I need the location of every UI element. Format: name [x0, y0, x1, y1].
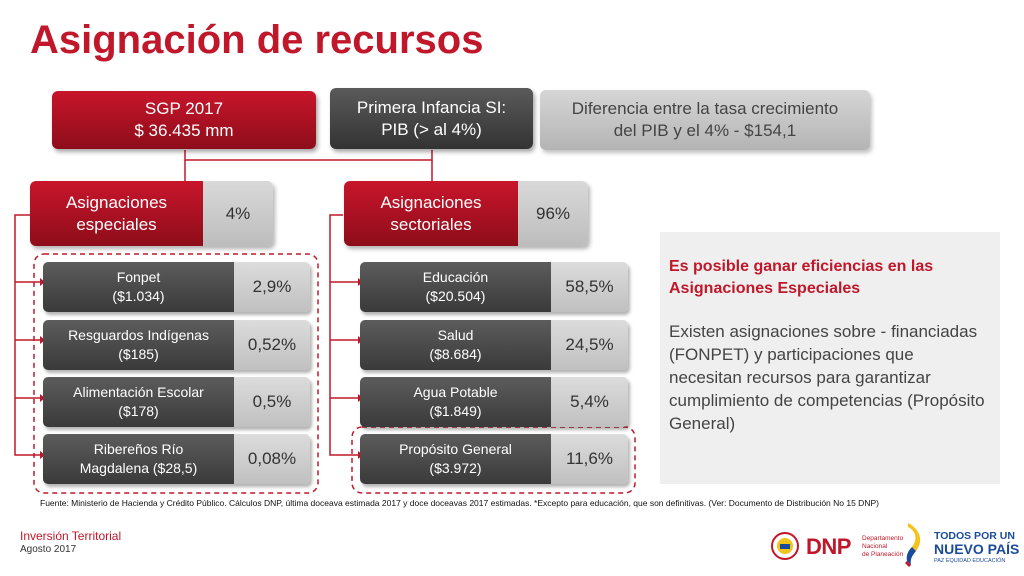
dnp-text1: Departamento: [862, 535, 904, 542]
dashed-group-proposito: [351, 426, 636, 494]
item-percent: 58,5%: [551, 262, 628, 312]
item-label-line1: Fonpet: [116, 269, 161, 285]
footer-date: Agosto 2017: [20, 544, 77, 555]
item-educacion: Educación ($20.504) 58,5%: [360, 262, 628, 312]
item-percent: 5,4%: [551, 377, 628, 427]
item-label-line1: Agua Potable: [413, 384, 498, 400]
item-label-line2: Magdalena ($28,5): [79, 460, 198, 476]
dnp-text3: de Planeación: [862, 551, 904, 558]
item-percent: 0,08%: [234, 434, 310, 484]
item-label-line1: Salud: [437, 327, 474, 343]
sgp-box: SGP 2017 $ 36.435 mm: [52, 91, 316, 149]
item-salud: Salud ($8.684) 24,5%: [360, 320, 628, 370]
dnp-acronym: DNP: [806, 534, 851, 559]
item-proposito-general: Propósito General ($3.972) 11,6%: [360, 434, 628, 484]
gov-slogan-logo: TODOS POR UN NUEVO PAÍS PAZ EQUIDAD EDUC…: [934, 530, 1022, 570]
item-label-line2: ($185): [118, 346, 159, 362]
item-riberenos: Ribereños Río Magdalena ($28,5) 0,08%: [43, 434, 310, 484]
item-label-line1: Alimentación Escolar: [73, 384, 204, 400]
gov-slogan-line3: PAZ EQUIDAD EDUCACIÓN: [934, 558, 1006, 564]
sgp-line1: SGP 2017: [144, 99, 224, 118]
source-note: Fuente: Ministerio de Hacienda y Crédito…: [40, 498, 879, 508]
item-percent: 2,9%: [234, 262, 310, 312]
gov-flag-icon: [902, 521, 932, 567]
diferencia-line2: del PIB y el 4% - $154,1: [613, 121, 797, 140]
asignaciones-sectoriales-box: Asignaciones sectoriales 96%: [344, 181, 588, 246]
item-percent: 0,52%: [234, 320, 310, 370]
item-percent: 11,6%: [551, 434, 628, 484]
dnp-text2: Nacional: [862, 543, 888, 550]
item-label-line1: Resguardos Indígenas: [68, 327, 209, 343]
dashed-group-especiales: [33, 253, 319, 494]
footer-section: Inversión Territorial: [20, 529, 122, 543]
gov-slogan-line2: NUEVO PAÍS: [934, 541, 1020, 557]
especiales-label-line2: especiales: [76, 214, 157, 234]
note-panel: Es posible ganar eficiencias en las Asig…: [660, 232, 1000, 484]
gov-slogan-line1: TODOS POR UN: [934, 530, 1015, 542]
sgp-line2: $ 36.435 mm: [134, 121, 234, 140]
item-percent: 0,5%: [234, 377, 310, 427]
item-alimentacion: Alimentación Escolar ($178) 0,5%: [43, 377, 310, 427]
primera-infancia-line2: PIB (> al 4%): [381, 119, 482, 139]
diferencia-box: Diferencia entre la tasa crecimiento del…: [540, 90, 870, 150]
item-label-line2: ($3.972): [429, 460, 482, 476]
item-fonpet: Fonpet ($1.034) 2,9%: [43, 262, 310, 312]
asignaciones-especiales-box: Asignaciones especiales 4%: [30, 181, 273, 246]
item-agua-potable: Agua Potable ($1.849) 5,4%: [360, 377, 628, 427]
sectoriales-label-line1: Asignaciones: [380, 192, 482, 212]
item-label-line2: ($178): [118, 403, 159, 419]
sectoriales-percent: 96%: [518, 181, 588, 246]
diferencia-line1: Diferencia entre la tasa crecimiento: [571, 99, 839, 118]
item-label-line1: Ribereños Río: [93, 441, 184, 457]
especiales-percent: 4%: [203, 181, 273, 246]
colombia-seal-icon: [770, 531, 800, 561]
item-resguardos: Resguardos Indígenas ($185) 0,52%: [43, 320, 310, 370]
primera-infancia-box: Primera Infancia SI: PIB (> al 4%): [330, 88, 533, 149]
item-label-line2: ($1.034): [112, 288, 165, 304]
item-label-line1: Propósito General: [399, 441, 512, 457]
note-body: Existen asignaciones sobre - financiadas…: [669, 322, 985, 433]
dnp-logo: DNP Departamento Nacional de Planeación: [806, 532, 906, 562]
item-label-line2: ($1.849): [429, 403, 482, 419]
especiales-label-line1: Asignaciones: [65, 192, 168, 212]
page-title: Asignación de recursos: [30, 18, 484, 62]
item-label-line2: ($20.504): [425, 288, 486, 304]
item-percent: 24,5%: [551, 320, 628, 370]
note-heading: Es posible ganar eficiencias en las Asig…: [669, 258, 934, 297]
item-label-line1: Educación: [422, 269, 489, 285]
sectoriales-label-line2: sectoriales: [390, 214, 472, 234]
item-label-line2: ($8.684): [429, 346, 482, 362]
primera-infancia-line1: Primera Infancia SI:: [356, 97, 507, 117]
